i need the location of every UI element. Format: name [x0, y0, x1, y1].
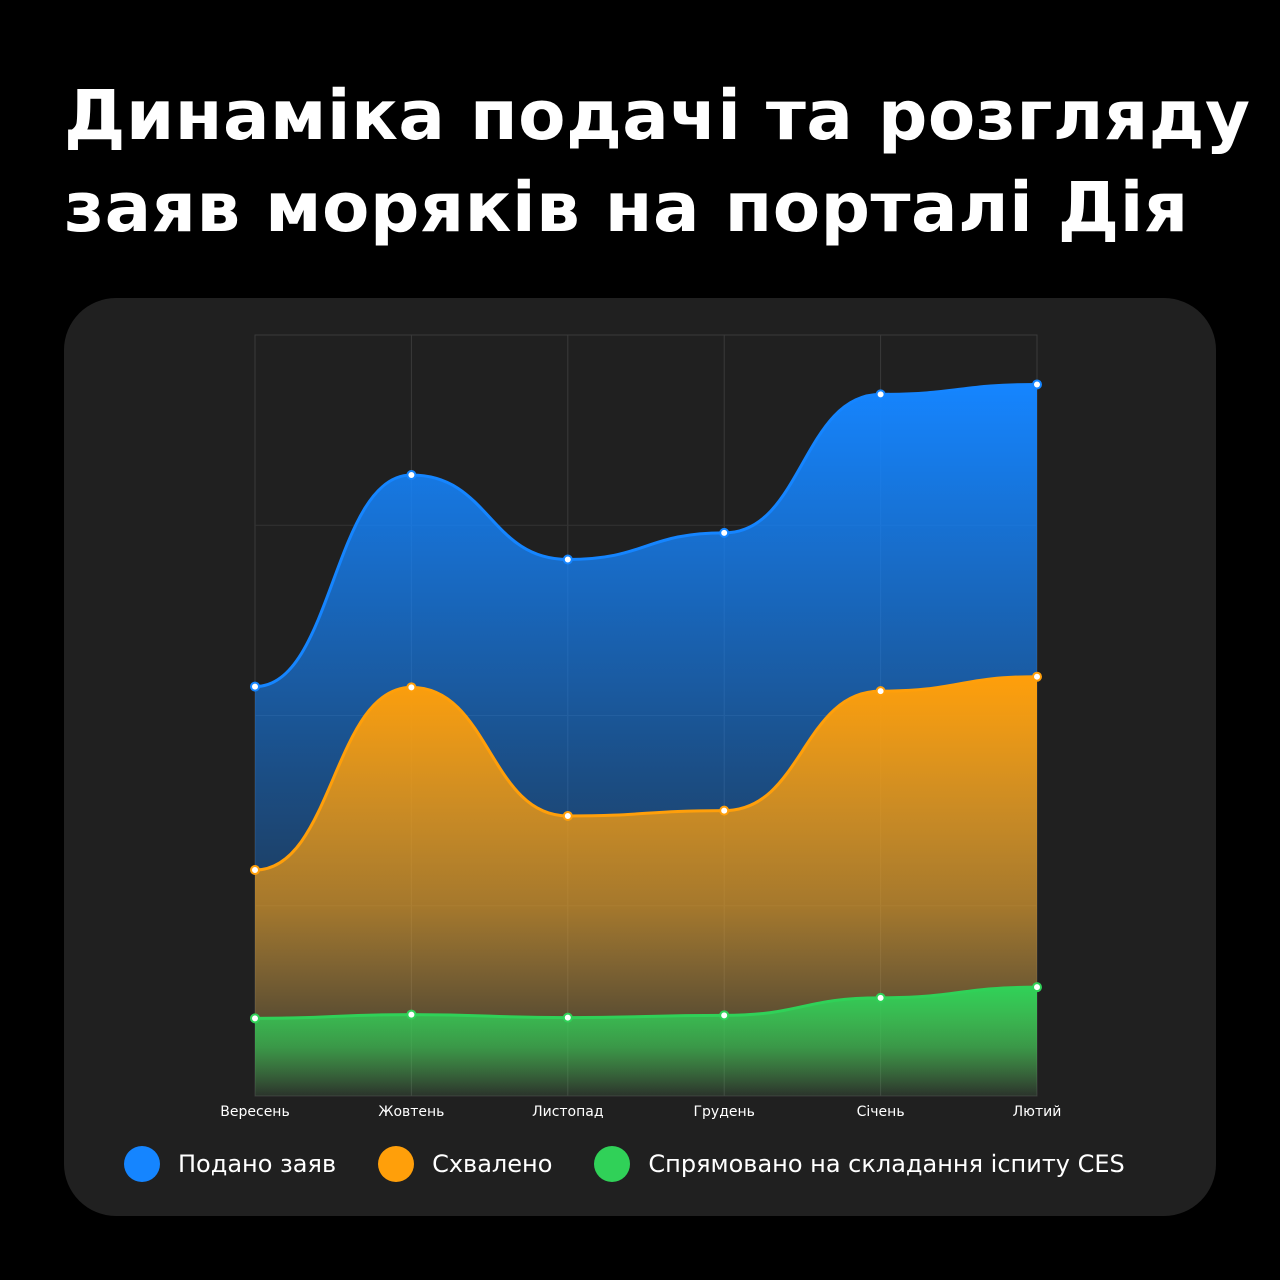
area-series-2 — [255, 987, 1037, 1096]
data-point-series-1 — [406, 682, 417, 693]
x-tick-label: Жовтень — [378, 1104, 444, 1120]
legend-label-approved: Схвалено — [432, 1150, 553, 1178]
x-tick-label: Грудень — [693, 1104, 754, 1120]
legend-dot-approved — [378, 1146, 415, 1182]
page-title: Динаміка подачі та розгляду заяв моряків… — [64, 70, 1251, 254]
legend: Подано заяв Схвалено Спрямовано на склад… — [124, 1142, 1184, 1186]
data-point-series-2 — [406, 1009, 417, 1020]
data-point-series-2 — [562, 1012, 573, 1023]
title-line-2: заяв моряків на порталі Дія — [64, 168, 1189, 248]
legend-label-submitted: Подано заяв — [178, 1150, 337, 1178]
data-point-series-0 — [1032, 379, 1042, 390]
legend-dot-submitted — [124, 1146, 160, 1182]
data-point-series-1 — [250, 864, 260, 875]
line-series-2 — [254, 985, 1038, 1020]
chart-card: Вересень Жовтень Листопад Грудень Січень Люти… — [64, 298, 1216, 1216]
data-point-series-1 — [562, 810, 573, 821]
legend-item-ces: Спрямовано на складання іспиту CES — [594, 1146, 1125, 1182]
title-line-1: Динаміка подачі та розгляду — [64, 76, 1251, 156]
legend-label-ces: Спрямовано на складання іспиту CES — [648, 1150, 1125, 1178]
data-point-series-0 — [562, 554, 573, 565]
data-point-series-2 — [1032, 982, 1042, 993]
data-point-series-0 — [719, 527, 730, 538]
data-point-series-0 — [875, 389, 886, 400]
x-tick-label: Лютий — [1013, 1104, 1062, 1120]
x-tick-label: Січень — [857, 1104, 905, 1120]
data-point-series-0 — [250, 681, 260, 692]
area-series-1 — [255, 676, 1037, 1096]
x-tick-label: Вересень — [220, 1104, 289, 1120]
data-point-series-2 — [875, 992, 886, 1003]
legend-item-submitted: Подано заяв — [124, 1146, 336, 1182]
data-point-series-1 — [875, 686, 886, 697]
data-point-series-1 — [719, 805, 730, 816]
data-point-series-1 — [1032, 671, 1042, 682]
legend-dot-ces — [594, 1146, 631, 1182]
series-areas — [255, 384, 1037, 1097]
legend-item-approved: Схвалено — [378, 1146, 552, 1182]
x-tick-label: Листопад — [532, 1104, 603, 1120]
data-point-series-2 — [250, 1013, 260, 1024]
series-points — [250, 379, 1042, 1024]
area-chart: Вересень Жовтень Листопад Грудень Січень Люти… — [220, 334, 1061, 1120]
data-point-series-2 — [719, 1010, 730, 1021]
x-axis-ticks: Вересень Жовтень Листопад Грудень Січень Люти… — [220, 1104, 1061, 1120]
data-point-series-0 — [406, 470, 417, 481]
